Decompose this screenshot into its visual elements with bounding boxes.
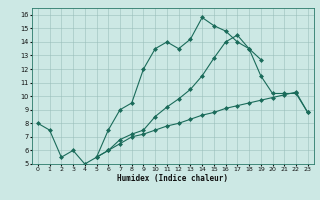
X-axis label: Humidex (Indice chaleur): Humidex (Indice chaleur) (117, 174, 228, 183)
